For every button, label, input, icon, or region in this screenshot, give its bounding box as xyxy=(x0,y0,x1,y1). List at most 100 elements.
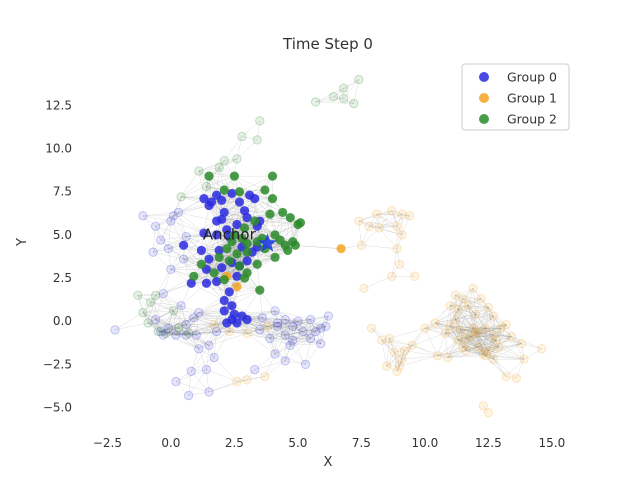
graph-edge xyxy=(259,217,291,222)
faded-point-group-1 xyxy=(488,330,499,340)
faded-point-group-0 xyxy=(288,321,298,331)
graph-edge xyxy=(450,326,474,329)
graph-edge xyxy=(467,305,479,334)
graph-edge xyxy=(396,359,403,372)
graph-edge xyxy=(399,359,403,367)
graph-edge xyxy=(196,324,215,336)
faded-point-group-1 xyxy=(458,294,468,304)
faded-point-group-0 xyxy=(156,326,166,337)
faded-point-group-0 xyxy=(265,333,275,344)
x-tick-label: 5.0 xyxy=(288,436,307,450)
graph-edge xyxy=(462,298,489,308)
graph-edge xyxy=(411,327,426,346)
graph-edge xyxy=(267,326,276,355)
graph-edge xyxy=(163,333,166,336)
graph-edge xyxy=(247,319,278,327)
graph-edge xyxy=(455,295,481,300)
faded-point-group-1 xyxy=(392,244,402,254)
faded-point-group-1 xyxy=(354,216,364,226)
graph-edge xyxy=(465,338,489,351)
faded-point-group-1 xyxy=(387,271,397,281)
graph-edge xyxy=(277,326,293,341)
graph-edge xyxy=(150,302,156,320)
graph-edge xyxy=(401,345,413,360)
graph-edge xyxy=(269,338,293,341)
graph-edge xyxy=(173,310,197,336)
graph-edge xyxy=(450,326,464,348)
graph-edge xyxy=(462,346,494,360)
faded-point-group-0 xyxy=(204,340,214,350)
graph-edge xyxy=(257,245,286,265)
graph-edge xyxy=(412,322,436,346)
graph-edge xyxy=(160,236,187,241)
graph-edge xyxy=(277,322,291,346)
graph-edge xyxy=(181,194,217,198)
graph-edge xyxy=(343,87,354,104)
graph-edge xyxy=(193,260,230,277)
graph-edge xyxy=(142,212,179,217)
graph-edge xyxy=(277,319,311,327)
graph-edge xyxy=(424,327,459,341)
graph-edge xyxy=(142,293,164,313)
graph-edge xyxy=(155,295,174,312)
graph-edge xyxy=(478,346,494,360)
graph-edge xyxy=(376,214,380,229)
graph-edge xyxy=(155,319,167,334)
graph-edge xyxy=(470,315,494,337)
faded-point-group-1 xyxy=(392,366,402,376)
graph-edge xyxy=(467,298,481,306)
graph-edge xyxy=(468,305,489,308)
graph-edge xyxy=(236,322,278,327)
graph-edge xyxy=(163,293,174,311)
point-group-2 xyxy=(219,275,229,285)
graph-edge xyxy=(462,288,474,299)
y-tick-label: 0.0 xyxy=(53,314,72,328)
faded-point-group-1 xyxy=(397,354,407,364)
graph-edge xyxy=(142,312,161,332)
graph-edge xyxy=(180,175,210,198)
faded-point-group-2 xyxy=(138,307,148,318)
graph-edge xyxy=(259,326,278,331)
graph-edge xyxy=(412,333,446,346)
graph-edge xyxy=(472,288,476,315)
point-group-0 xyxy=(222,318,232,328)
graph-edge xyxy=(188,322,227,334)
graph-edge xyxy=(236,260,248,287)
graph-edge xyxy=(478,333,499,348)
graph-edge xyxy=(475,314,487,329)
graph-edge xyxy=(465,333,479,351)
faded-point-group-2 xyxy=(232,154,242,164)
graph-edge xyxy=(485,327,494,336)
graph-edge xyxy=(465,334,494,339)
graph-edge xyxy=(292,326,316,332)
faded-point-group-1 xyxy=(387,206,397,216)
graph-edge xyxy=(193,300,225,318)
graph-edge xyxy=(457,340,464,348)
graph-edge xyxy=(188,333,200,349)
graph-edge xyxy=(310,338,321,344)
graph-edge xyxy=(274,310,278,327)
graph-edge xyxy=(478,327,502,348)
graph-edge xyxy=(485,324,507,329)
graph-edge xyxy=(478,328,487,348)
graph-edge xyxy=(208,333,248,346)
graph-edge xyxy=(155,305,182,320)
point-group-0 xyxy=(217,263,227,273)
graph-edge xyxy=(208,331,217,346)
graph-edge xyxy=(297,320,326,327)
graph-edge xyxy=(155,319,179,329)
graph-edge xyxy=(404,345,413,351)
graph-edge xyxy=(389,338,395,353)
graph-edge xyxy=(475,331,479,334)
graph-edge xyxy=(462,298,469,306)
graph-edge xyxy=(175,333,189,336)
graph-edge xyxy=(160,239,184,260)
graph-edge xyxy=(465,314,476,339)
graph-edge xyxy=(488,336,512,351)
graph-edge xyxy=(198,324,215,349)
graph-edge xyxy=(389,338,403,360)
graph-edge xyxy=(224,136,243,161)
graph-edge xyxy=(450,309,459,327)
faded-point-group-2 xyxy=(151,290,161,300)
faded-point-group-1 xyxy=(468,323,478,333)
